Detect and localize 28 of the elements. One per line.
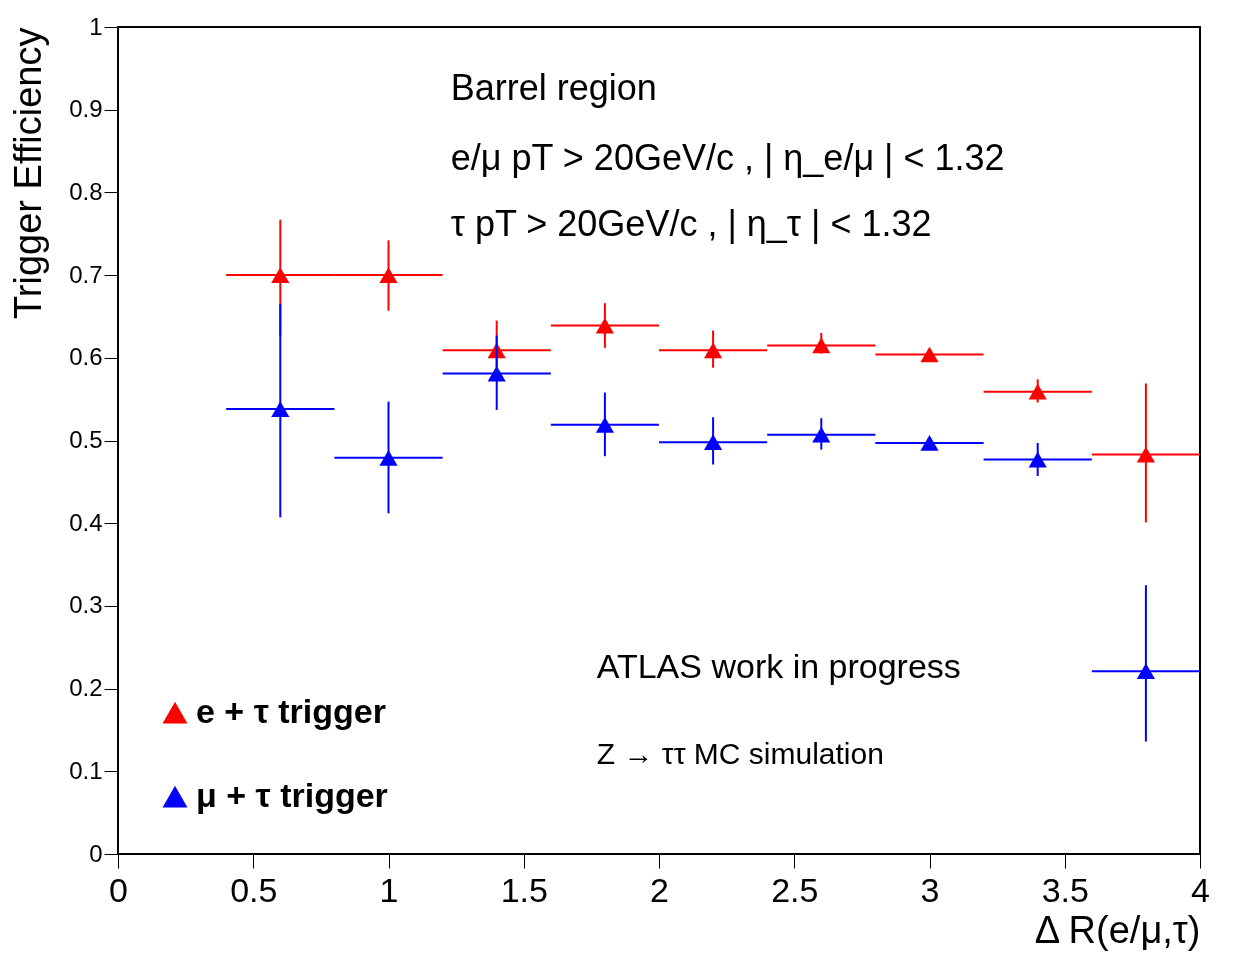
y-tick-label: 0.8 (69, 177, 103, 205)
annotation: ATLAS work in progress (596, 646, 961, 685)
x-tick-label: 1 (379, 870, 399, 909)
y-tick-label: 0.4 (69, 508, 103, 536)
x-tick-label: 2.5 (771, 870, 819, 909)
x-tick-label: 0.5 (230, 870, 278, 909)
annotation: e/μ pT > 20GeV/c , | η_e/μ | < 1.32 (450, 137, 1005, 179)
y-tick-label: 0.2 (69, 674, 103, 702)
y-tick-label: 1 (89, 12, 103, 40)
y-tick-label: 0.7 (69, 260, 103, 288)
x-axis-title: Δ R(e/μ,τ) (1034, 908, 1201, 951)
y-tick-label: 0.9 (69, 95, 103, 123)
y-axis-title: Trigger Efficiency (7, 27, 50, 319)
x-tick-label: 3.5 (1041, 870, 1089, 909)
y-tick-label: 0.3 (69, 591, 103, 619)
y-tick-label: 0.6 (69, 343, 103, 371)
x-tick-label: 2 (650, 870, 669, 909)
x-tick-label: 3 (920, 870, 940, 909)
legend-label: e + τ trigger (196, 692, 386, 730)
legend-label: μ + τ trigger (196, 776, 388, 814)
x-tick-label: 1.5 (500, 870, 548, 909)
annotation: τ pT > 20GeV/c , | η_τ | < 1.32 (450, 203, 932, 245)
y-tick-label: 0.1 (69, 756, 103, 784)
x-tick-label: 4 (1191, 870, 1210, 909)
annotation: Z → ττ MC simulation (596, 736, 884, 770)
annotation: Barrel region (450, 67, 657, 109)
y-tick-label: 0.5 (69, 426, 103, 453)
y-tick-label: 0 (89, 839, 103, 867)
